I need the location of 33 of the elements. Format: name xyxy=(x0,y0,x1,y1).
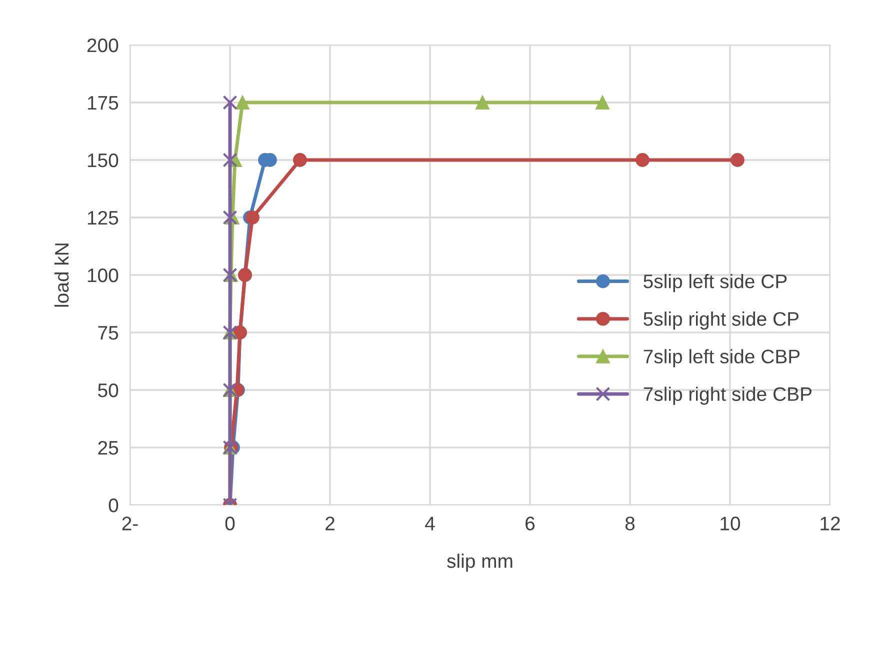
legend-label: 7slip left side CBP xyxy=(644,349,800,368)
y-tick-label: 175 xyxy=(88,96,118,110)
x-tick-label: 6 xyxy=(526,516,535,530)
point xyxy=(236,96,250,110)
point xyxy=(246,210,260,224)
y-tick-label: 0 xyxy=(108,498,118,512)
x-tick-label: 0 xyxy=(225,516,235,530)
y-axis-title: load kN xyxy=(54,244,69,307)
y-tick-label: 50 xyxy=(98,383,118,398)
y-tick-label: 75 xyxy=(98,326,118,340)
y-tick-label: 150 xyxy=(88,153,118,168)
y-tick-label: 100 xyxy=(88,268,118,282)
y-tick-label: 200 xyxy=(87,38,118,52)
point xyxy=(222,95,238,110)
point xyxy=(293,153,307,167)
point xyxy=(596,96,610,110)
x-tick-label: 2 xyxy=(326,516,334,530)
point xyxy=(476,96,490,110)
x-tick-label: 10 xyxy=(720,516,740,530)
legend-label: 7slip right side CBP xyxy=(644,386,812,405)
point xyxy=(636,153,650,167)
x-axis-title: slip mm xyxy=(447,554,512,572)
legend-label: 5slip left side CP xyxy=(644,274,787,292)
x-tick-label: 2- xyxy=(122,516,138,530)
point xyxy=(222,210,238,225)
point xyxy=(730,153,744,167)
legend-label: 5slip right side CP xyxy=(644,312,799,330)
x-tick-label: 8 xyxy=(625,516,635,530)
x-tick-label: 4 xyxy=(425,516,435,530)
point xyxy=(222,152,238,168)
y-tick-label: 125 xyxy=(88,210,118,225)
y-tick-label: 25 xyxy=(98,440,118,455)
x-tick-label: 12 xyxy=(820,516,840,530)
